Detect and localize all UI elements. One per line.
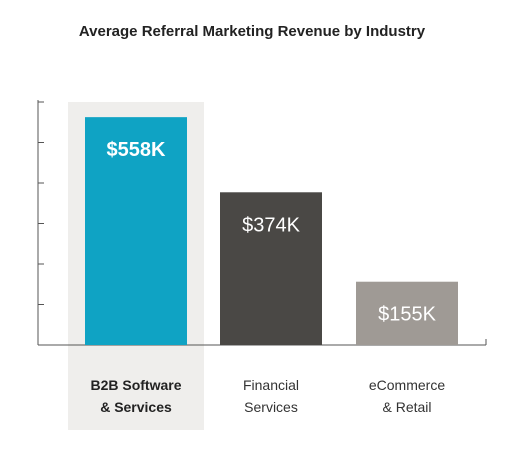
- category-label: Services: [244, 399, 298, 415]
- category-labels: B2B Software & Services Financial Services e…: [90, 377, 445, 415]
- bar: [356, 281, 458, 345]
- category-label: eCommerce: [369, 377, 445, 393]
- value-label: $558K: [107, 139, 166, 161]
- bar: [85, 117, 187, 346]
- y-ticks: [38, 101, 44, 346]
- value-labels: $558K $374K $155K: [107, 139, 437, 326]
- value-label: $374K: [242, 214, 300, 236]
- chart-title: Average Referral Marketing Revenue by In…: [79, 23, 426, 40]
- category-label: & Retail: [382, 399, 431, 415]
- category-label: Financial: [243, 377, 299, 393]
- bar: [220, 192, 322, 345]
- category-label: B2B Software: [90, 377, 181, 393]
- category-label: & Services: [100, 399, 172, 415]
- value-label: $155K: [378, 304, 436, 326]
- bars: [85, 117, 458, 346]
